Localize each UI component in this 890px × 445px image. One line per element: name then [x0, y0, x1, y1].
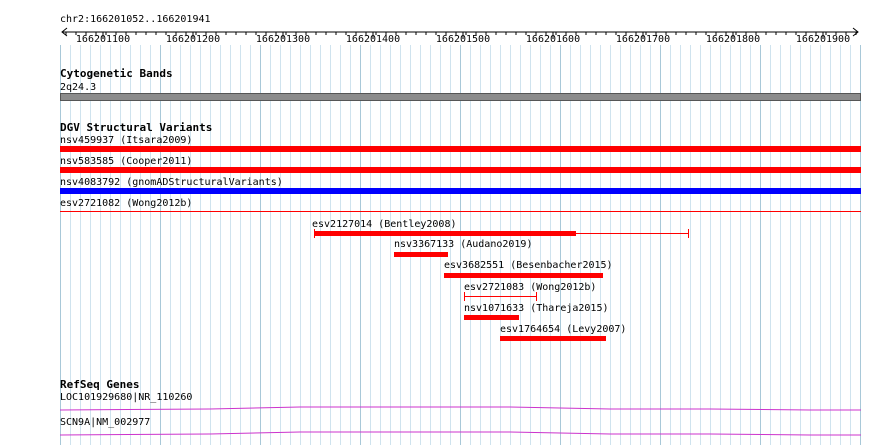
- variant-line[interactable]: [60, 211, 861, 212]
- ruler[interactable]: [60, 24, 860, 44]
- refseq-track-title: RefSeq Genes: [60, 378, 140, 391]
- variant-bar[interactable]: [394, 252, 448, 257]
- gene-intron-line[interactable]: [60, 427, 861, 439]
- ruler-tick-label: 166201500: [435, 34, 491, 45]
- ruler-tick-label: 166201900: [795, 34, 851, 45]
- variant-label: esv3682551 (Besenbacher2015): [444, 260, 613, 271]
- ruler-tick-label: 166201800: [705, 34, 761, 45]
- variant-cap: [536, 292, 537, 301]
- variant-bar[interactable]: [60, 146, 861, 152]
- ruler-tick-label: 166201700: [615, 34, 671, 45]
- variant-bar[interactable]: [444, 273, 603, 278]
- variant-bar[interactable]: [464, 315, 519, 320]
- variant-cap: [464, 292, 465, 301]
- gene-intron-line[interactable]: [60, 402, 861, 414]
- dgv-track-title: DGV Structural Variants: [60, 121, 213, 134]
- variant-label: esv2721082 (Wong2012b): [60, 198, 193, 209]
- ruler-tick-label: 166201200: [165, 34, 221, 45]
- variant-label: nsv3367133 (Audano2019): [394, 239, 533, 250]
- variant-bar[interactable]: [60, 188, 861, 194]
- variant-bar[interactable]: [500, 336, 606, 341]
- variant-label: esv1764654 (Levy2007): [500, 324, 627, 335]
- variant-label: nsv4083792 (gnomADStructuralVariants): [60, 177, 283, 188]
- ruler-tick-label: 166201300: [255, 34, 311, 45]
- variant-label: esv2127014 (Bentley2008): [312, 219, 457, 230]
- variant-label: nsv1071633 (Thareja2015): [464, 303, 609, 314]
- variant-bar[interactable]: [60, 167, 861, 173]
- ruler-tick-label: 166201100: [75, 34, 131, 45]
- variant-bar[interactable]: [314, 231, 576, 236]
- gene-label: SCN9A|NM_002977: [60, 417, 151, 428]
- variant-label: nsv583585 (Cooper2011): [60, 156, 193, 167]
- cytoband-label: 2q24.3: [60, 82, 97, 93]
- variant-cap: [688, 229, 689, 238]
- cytoband-bar[interactable]: [60, 93, 861, 101]
- variant-label: nsv459937 (Itsara2009): [60, 135, 193, 146]
- variant-line[interactable]: [464, 296, 537, 297]
- gene-label: LOC101929680|NR_110260: [60, 392, 193, 403]
- ruler-tick-label: 166201400: [345, 34, 401, 45]
- cytoband-track-title: Cytogenetic Bands: [60, 67, 173, 80]
- ruler-tick-label: 166201600: [525, 34, 581, 45]
- location-label: chr2:166201052..166201941: [60, 14, 211, 25]
- variant-label: esv2721083 (Wong2012b): [464, 282, 597, 293]
